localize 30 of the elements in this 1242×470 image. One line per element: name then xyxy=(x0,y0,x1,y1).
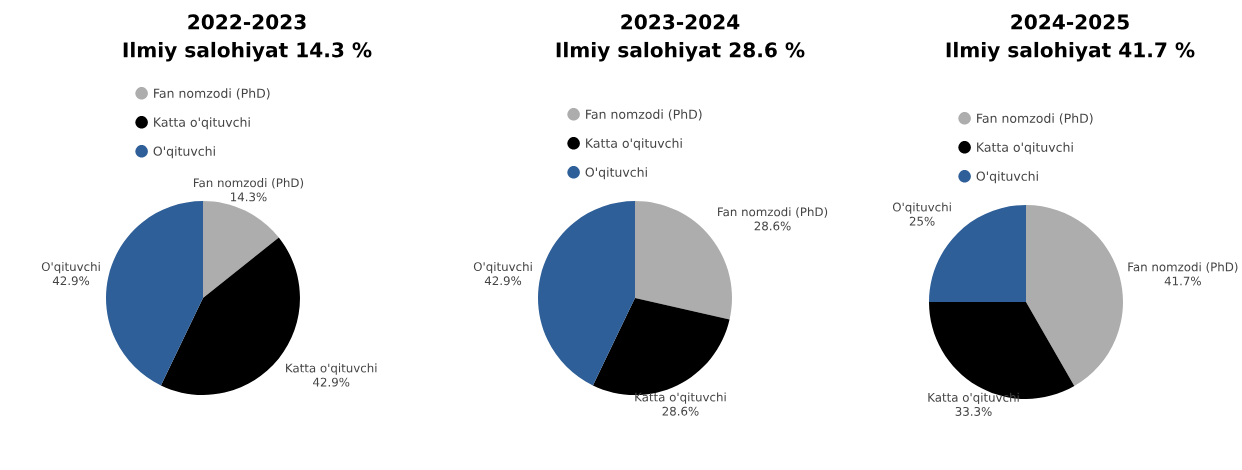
legend-label: Fan nomzodi (PhD) xyxy=(586,109,702,121)
data-label: 14.3% xyxy=(231,192,267,202)
slice-label: O'qituvchi xyxy=(473,261,532,274)
legend-label: Katta o'qituvchi xyxy=(154,117,250,130)
data-label: 42.9% xyxy=(313,377,350,387)
data-label: 42.9% xyxy=(484,276,522,286)
chart-title: 2023-2024 Ilmiy salohiyat 28.6 % xyxy=(556,14,805,62)
legend-label: Katta o'qituvchi xyxy=(586,138,682,151)
data-label: 41.7% xyxy=(1164,276,1201,286)
slice-label: Katta o'qituvchi xyxy=(635,392,726,404)
legend-label: Fan nomzodi (PhD) xyxy=(154,88,270,100)
data-label: 28.6% xyxy=(754,221,791,231)
legend-label: Katta o'qituvchi xyxy=(977,142,1073,155)
slice-label: Katta o'qituvchi xyxy=(286,363,377,375)
data-label: 28.6% xyxy=(662,406,699,416)
data-label: 33.3% xyxy=(955,407,992,416)
legend-label: O'qituvchi xyxy=(976,171,1038,184)
slice-label: O'qituvchi xyxy=(41,261,100,274)
legend-label: Fan nomzodi (PhD) xyxy=(977,113,1093,125)
slice-label: Fan nomzodi (PhD) xyxy=(718,207,828,218)
slice-label: Katta o'qituvchi xyxy=(928,392,1019,405)
slice-label: Fan nomzodi (PhD) xyxy=(194,178,304,189)
legend-label: O'qituvchi xyxy=(585,167,647,180)
chart-title: 2024-2025 Ilmiy salohiyat 41.7 % xyxy=(946,14,1195,62)
slice-label: Fan nomzodi (PhD) xyxy=(1128,262,1238,273)
legend-label: O'qituvchi xyxy=(153,146,215,159)
data-label: 42.9% xyxy=(52,276,90,286)
chart-title: 2022-2023 Ilmiy salohiyat 14.3 % xyxy=(123,14,372,62)
slice-label: O'qituvchi xyxy=(892,202,951,214)
data-label: 25% xyxy=(909,216,935,226)
